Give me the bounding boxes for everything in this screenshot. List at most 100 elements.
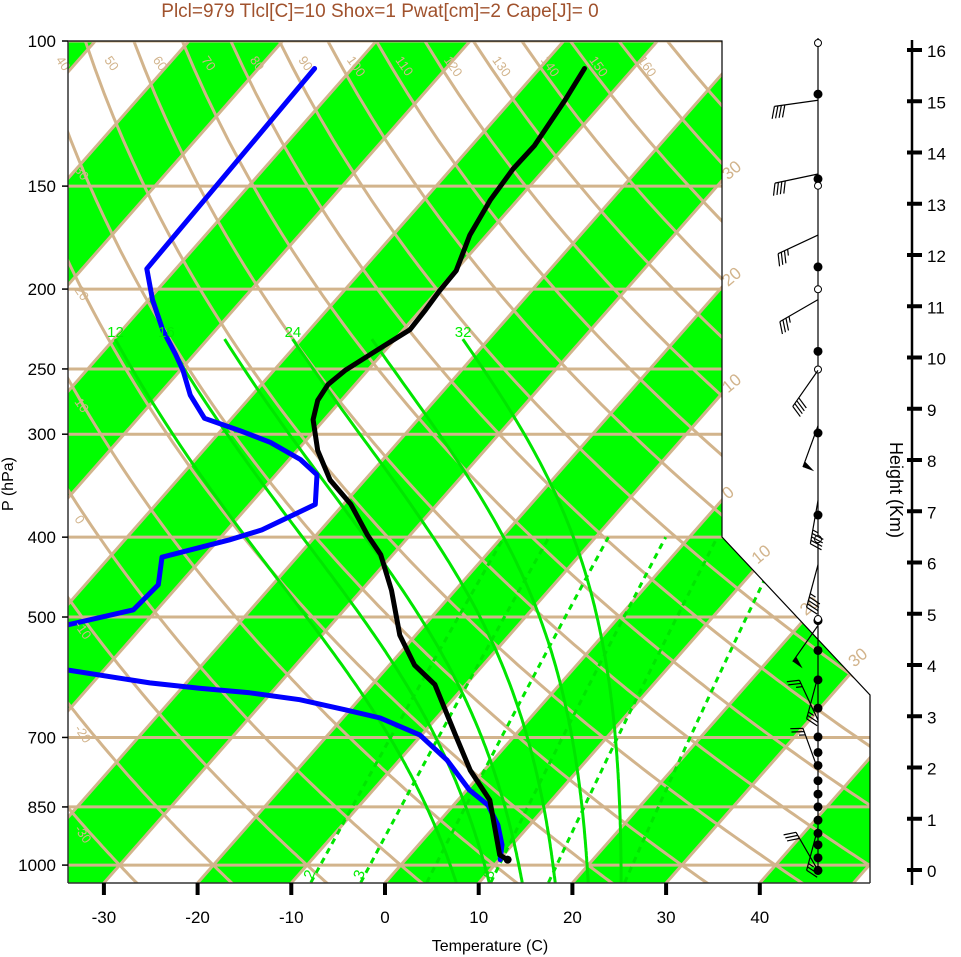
mixing-ratio-line xyxy=(489,536,668,883)
height-tick-label: 10 xyxy=(927,350,946,369)
wind-barb-half-feather xyxy=(812,529,819,534)
wind-barb-feather xyxy=(785,318,790,331)
wind-barb-feather xyxy=(807,603,819,612)
mixing-ratio-line xyxy=(547,536,719,883)
dry-adiabat-line xyxy=(132,41,870,883)
dry-adiabat-line xyxy=(68,41,427,883)
wind-barb-feather xyxy=(788,682,801,686)
wind-barb-feather xyxy=(796,400,805,412)
dry-adiabat-line xyxy=(229,41,870,883)
height-marker-filled xyxy=(813,675,823,685)
x-tick-label: 40 xyxy=(750,908,769,927)
wind-barb-feather xyxy=(811,536,823,544)
wind-barb-feather xyxy=(780,252,784,265)
wind-barb-half-feather xyxy=(788,316,791,323)
moist-adiabat-line xyxy=(164,338,491,883)
wind-barb-feather xyxy=(778,105,782,118)
dry-adiabat-label: 10 xyxy=(72,395,93,415)
height-marker-filled xyxy=(813,732,823,742)
dry-adiabat-line xyxy=(68,41,332,883)
dry-adiabat-label: 50 xyxy=(101,53,122,73)
height-tick-label: 2 xyxy=(927,760,936,779)
height-tick-label: 5 xyxy=(927,606,936,625)
moist-adiabat-label: 32 xyxy=(455,324,472,341)
dry-adiabat-label: 90 xyxy=(295,53,316,73)
dry-adiabat-label: 80 xyxy=(247,53,268,73)
height-tick-label: 11 xyxy=(927,298,945,317)
x-tick-label: 20 xyxy=(563,908,582,927)
dry-adiabat-line xyxy=(68,41,617,883)
wind-barb-feather xyxy=(771,106,776,119)
moist-adiabat-line xyxy=(223,338,524,883)
x-tick-label: -30 xyxy=(92,908,117,927)
isotherm-band xyxy=(68,41,658,883)
wind-barb xyxy=(786,679,819,721)
mixing-ratio-line xyxy=(623,536,787,883)
y-tick-label: 100 xyxy=(28,32,56,51)
height-marker-filled xyxy=(813,802,823,812)
wind-barb-feather xyxy=(806,869,818,878)
wind-barbs xyxy=(771,38,824,878)
height-marker-filled xyxy=(813,262,823,272)
wind-barb-pennant xyxy=(803,461,815,472)
moist-adiabat-label: 12 xyxy=(107,324,124,341)
height-marker-filled xyxy=(813,703,823,713)
wind-barb-feather xyxy=(798,397,807,409)
wind-barb-feather xyxy=(806,606,818,615)
wind-barb-half-feather xyxy=(808,711,815,716)
y-tick-label: 200 xyxy=(28,280,56,299)
profiles xyxy=(68,66,787,883)
moist-adiabat-line xyxy=(370,338,590,883)
dewpoint-line xyxy=(68,66,320,628)
height-marker-filled xyxy=(813,815,823,825)
dry-adiabat-label: 70 xyxy=(198,53,219,73)
height-marker-filled xyxy=(813,853,823,863)
surface-point xyxy=(503,855,512,864)
dry-adiabat-label: 0 xyxy=(72,512,88,527)
height-marker-filled xyxy=(813,789,823,799)
wind-barb-feather xyxy=(786,837,800,842)
mixing-ratio-line xyxy=(359,536,551,883)
x-tick-label: -10 xyxy=(279,908,304,927)
height-marker-filled xyxy=(813,747,823,757)
wind-barb xyxy=(783,831,819,871)
wind-barb xyxy=(790,727,819,770)
wind-barb xyxy=(802,425,819,472)
wind-barb-feather xyxy=(792,406,801,417)
height-tick-label: 4 xyxy=(927,657,936,676)
isotherm-band xyxy=(947,41,961,883)
wind-barb-shaft xyxy=(798,680,819,721)
height-marker-filled xyxy=(813,828,823,838)
wind-barb-shaft xyxy=(774,99,819,107)
isotherm-line xyxy=(68,41,378,883)
wind-barb-feather xyxy=(776,182,779,196)
wind-barb-shaft xyxy=(774,173,819,184)
height-marker-filled xyxy=(813,776,823,786)
dry-adiabat-line xyxy=(68,41,522,883)
isotherm-band xyxy=(572,41,870,883)
dry-adiabat-line xyxy=(83,41,808,883)
height-tick-label: 9 xyxy=(927,401,936,420)
wind-barb xyxy=(771,99,819,119)
dry-adiabat-label: 30 xyxy=(72,163,93,183)
wind-barb xyxy=(772,173,819,196)
dry-adiabat-label: 20 xyxy=(72,283,93,303)
dry-adiabat-line xyxy=(277,41,870,883)
y-axis-title: P (hPa) xyxy=(0,457,17,511)
dry-adiabat-line xyxy=(180,41,870,883)
height-axis-title: Height (Km) xyxy=(886,442,906,538)
wind-barb-shaft xyxy=(809,500,819,544)
isotherm-band xyxy=(68,41,283,883)
dry-adiabat-label: 60 xyxy=(150,53,171,73)
isotherm-line xyxy=(68,41,284,883)
wind-barb-feather xyxy=(775,105,779,119)
wind-barb-half-feather xyxy=(787,249,789,256)
height-tick-label: 7 xyxy=(927,503,936,522)
wind-barb-feather xyxy=(772,183,776,196)
height-marker-filled xyxy=(813,346,823,356)
dry-adiabat-line xyxy=(68,41,713,883)
wind-barb xyxy=(792,370,819,417)
axes: -30 -20 -10 0 10 20 30 401001502002503004005007… xyxy=(18,32,946,927)
wind-barb-shaft xyxy=(792,370,819,407)
